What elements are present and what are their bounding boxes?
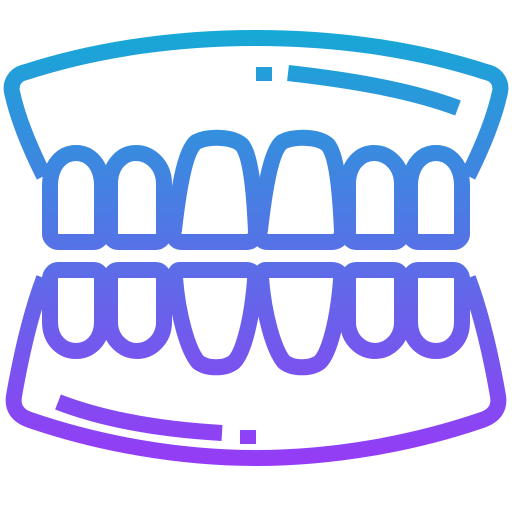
upper-highlight-line — [287, 65, 461, 116]
upper-teeth — [42, 129, 470, 250]
lower-highlight-dot — [240, 430, 256, 444]
upper-tooth — [165, 129, 264, 250]
lower-tooth — [253, 262, 350, 376]
lower-teeth — [42, 262, 470, 376]
lower-tooth — [42, 262, 110, 359]
lower-tooth — [340, 262, 410, 359]
lower-highlight-line — [55, 394, 223, 441]
lower-tooth — [167, 262, 264, 376]
upper-tooth — [251, 129, 350, 250]
lower-tooth — [102, 262, 172, 359]
upper-highlight-dot — [256, 67, 272, 81]
upper-gum-outline — [3, 30, 509, 180]
upper-tooth — [340, 145, 410, 250]
upper-tooth — [402, 145, 470, 250]
upper-tooth — [42, 145, 110, 250]
lower-tooth — [402, 262, 470, 359]
upper-tooth — [102, 145, 172, 250]
lower-gum-outline — [5, 275, 507, 466]
